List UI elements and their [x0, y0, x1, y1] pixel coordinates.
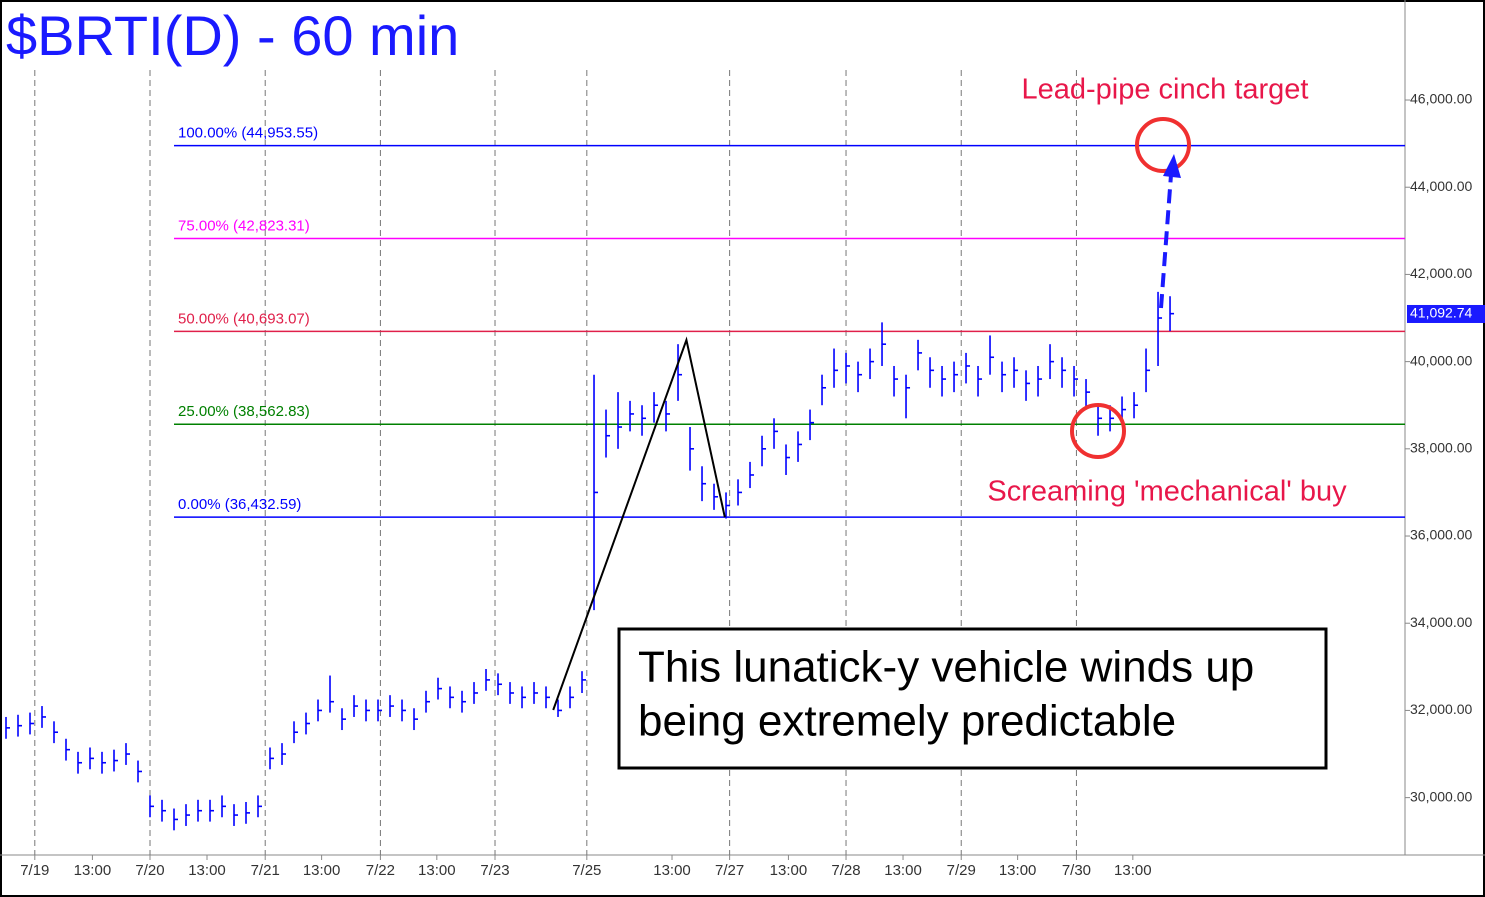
arrow-shaft	[1159, 174, 1173, 309]
annotation: Screaming 'mechanical' buy	[987, 476, 1347, 508]
note-text: This lunatick-y vehicle winds up	[638, 643, 1254, 692]
x-tick-label: 13:00	[770, 862, 808, 879]
level-label: 25.00% (38,562.83)	[178, 403, 310, 420]
x-tick-label: 7/30	[1062, 862, 1091, 879]
note-text: being extremely predictable	[638, 697, 1176, 746]
y-tick-label: 42,000.00	[1410, 265, 1472, 281]
chart-title: $BRTI(D) - 60 min	[6, 4, 459, 67]
x-tick-label: 13:00	[999, 862, 1037, 879]
x-tick-label: 7/20	[135, 862, 164, 879]
x-tick-label: 7/27	[715, 862, 744, 879]
x-tick-label: 13:00	[303, 862, 341, 879]
y-tick-label: 38,000.00	[1410, 440, 1472, 456]
x-tick-label: 13:00	[188, 862, 226, 879]
x-tick-label: 7/28	[831, 862, 860, 879]
last-price-tag	[1407, 304, 1485, 323]
x-tick-label: 13:00	[1114, 862, 1152, 879]
plot: 30,000.00 32,000.00 34,000.00 36,000.00 38,0…	[5, 70, 1485, 879]
x-tick-label: 13:00	[884, 862, 922, 879]
x-tick-label: 13:00	[74, 862, 112, 879]
y-tick-label: 34,000.00	[1410, 614, 1472, 630]
x-tick-label: 13:00	[653, 862, 691, 879]
annotation: Lead-pipe cinch target	[1022, 74, 1309, 106]
x-tick-label: 7/25	[572, 862, 601, 879]
x-tick-label: 7/21	[251, 862, 280, 879]
y-tick-label: 32,000.00	[1410, 701, 1472, 717]
arrow-head	[1163, 154, 1181, 178]
level-label: 0.00% (36,432.59)	[178, 496, 301, 513]
x-tick-label: 7/19	[20, 862, 49, 879]
y-tick-label: 40,000.00	[1410, 352, 1472, 368]
level-label: 75.00% (42,823.31)	[178, 217, 310, 234]
buy-circle	[1070, 403, 1126, 459]
zigzag-line	[552, 336, 726, 711]
level-label: 50.00% (40,693.07)	[178, 310, 310, 327]
x-tick-label: 13:00	[418, 862, 456, 879]
x-tick-label: 7/29	[947, 862, 976, 879]
y-tick-label: 46,000.00	[1410, 91, 1472, 107]
x-tick-label: 7/23	[480, 862, 509, 879]
y-tick-label: 36,000.00	[1410, 527, 1472, 543]
last-price-label: 41,092.74	[1410, 305, 1472, 321]
y-tick-label: 44,000.00	[1410, 178, 1472, 194]
y-tick-label: 30,000.00	[1410, 788, 1472, 804]
level-label: 100.00% (44,953.55)	[178, 125, 318, 142]
target-circle	[1135, 117, 1191, 173]
note-box	[617, 627, 1328, 770]
x-tick-label: 7/22	[366, 862, 395, 879]
